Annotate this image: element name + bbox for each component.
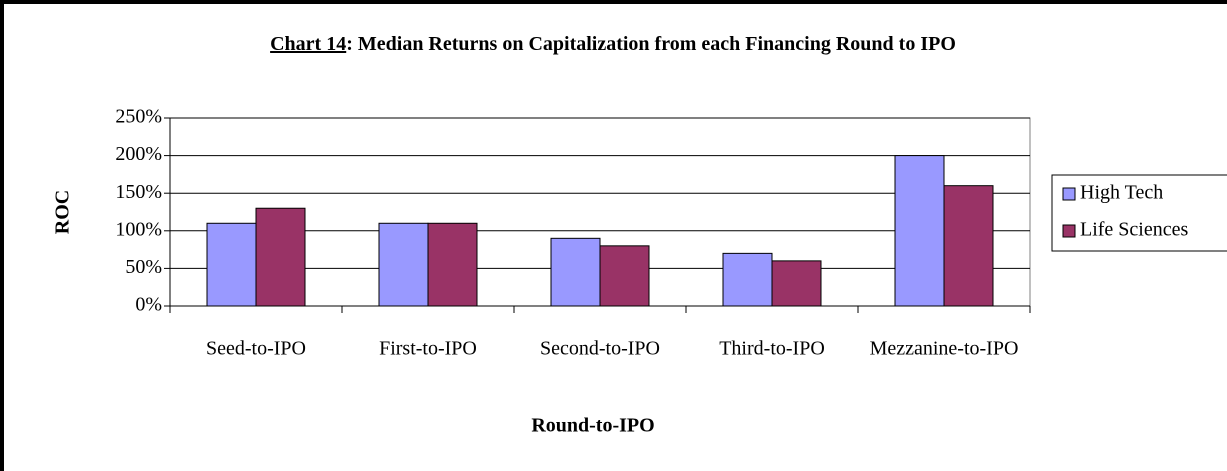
bar: [894, 155, 945, 307]
chart-title: Chart 14: Median Returns on Capitalizati…: [270, 33, 956, 55]
x-tick-label: Second-to-IPO: [540, 338, 660, 360]
bar: [378, 222, 429, 307]
bar: [722, 252, 773, 307]
bar: [599, 245, 650, 307]
legend-swatch: [1062, 187, 1076, 201]
x-axis-label: Round-to-IPO: [531, 415, 654, 437]
bar: [771, 260, 822, 307]
bar: [550, 237, 601, 307]
legend-label: High Tech: [1080, 182, 1163, 204]
x-tick-label: Mezzanine-to-IPO: [870, 338, 1019, 360]
y-tick-label: 0%: [135, 294, 162, 316]
x-tick-label: First-to-IPO: [379, 338, 477, 360]
y-axis-label: ROC: [52, 190, 74, 234]
legend-box: [1051, 174, 1227, 252]
x-tick-label: Seed-to-IPO: [206, 338, 306, 360]
y-tick-label: 200%: [115, 143, 162, 165]
x-tick-label: Third-to-IPO: [719, 338, 825, 360]
bar: [427, 222, 478, 307]
legend-label: Life Sciences: [1080, 219, 1188, 241]
chart-title-number: Chart 14: [270, 33, 346, 55]
y-tick-label: 50%: [125, 256, 162, 278]
bar: [206, 222, 257, 307]
y-tick-label: 150%: [115, 181, 162, 203]
y-tick-label: 250%: [115, 106, 162, 128]
bar: [255, 207, 306, 307]
chart-title-text: : Median Returns on Capitalization from …: [346, 33, 956, 55]
bar: [943, 185, 994, 307]
legend-swatch: [1062, 224, 1076, 238]
y-tick-label: 100%: [115, 218, 162, 240]
